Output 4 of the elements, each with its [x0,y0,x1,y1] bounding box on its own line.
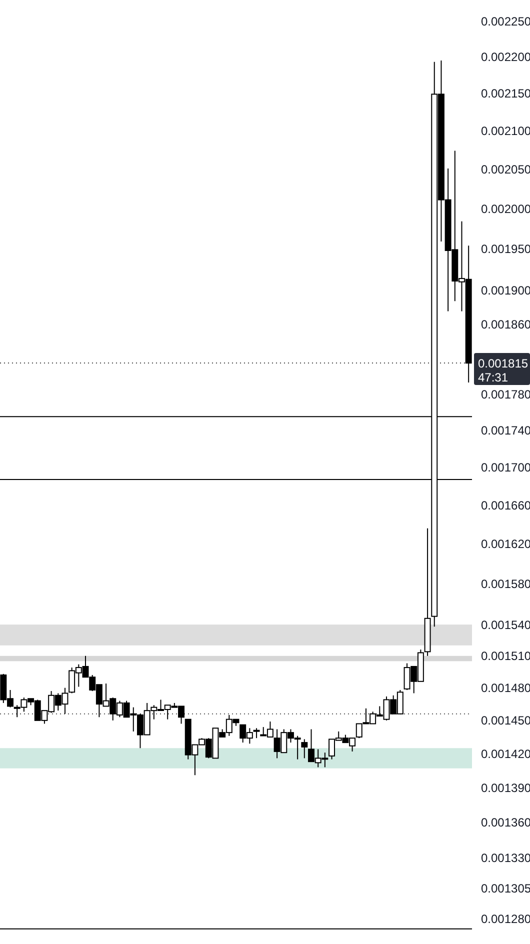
ref-line-label: 0.001815 [478,356,528,370]
candlestick [301,738,308,759]
text: 47:31 [478,370,508,384]
candlestick [253,728,260,739]
